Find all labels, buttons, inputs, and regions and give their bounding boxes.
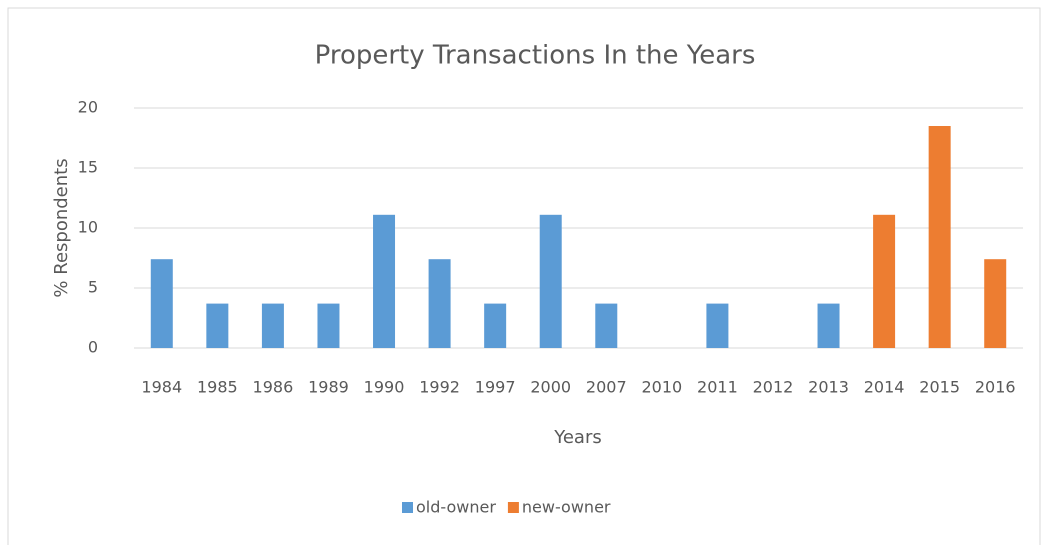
x-tick-label: 2007 [586, 378, 627, 397]
x-tick-label: 1984 [141, 378, 182, 397]
x-tick-label: 1997 [475, 378, 516, 397]
bar [817, 303, 840, 348]
bar [928, 126, 951, 348]
y-tick-label: 15 [78, 158, 98, 177]
x-tick-label: 2010 [641, 378, 682, 397]
chart-area [7, 7, 1041, 545]
x-tick-label: 1989 [308, 378, 349, 397]
y-tick-label: 10 [78, 218, 98, 237]
x-tick-label: 2011 [697, 378, 738, 397]
x-tick-label: 2015 [919, 378, 960, 397]
x-tick-label: 1990 [364, 378, 405, 397]
x-axis-label: Years [553, 427, 602, 448]
bar [317, 303, 340, 348]
legend-swatch [402, 502, 413, 513]
chart-title: Property Transactions In the Years [315, 41, 756, 71]
legend-label: new-owner [522, 498, 611, 517]
y-axis-label: % Respondents [51, 158, 72, 297]
x-tick-label: 2013 [808, 378, 849, 397]
x-tick-label: 2016 [975, 378, 1016, 397]
y-tick-label: 0 [88, 338, 98, 357]
bar [428, 259, 451, 348]
x-tick-label: 2012 [753, 378, 794, 397]
bar [706, 303, 729, 348]
y-tick-label: 5 [88, 278, 98, 297]
bar [373, 214, 396, 348]
bar [150, 259, 173, 348]
x-tick-label: 1985 [197, 378, 238, 397]
bar [484, 303, 507, 348]
x-tick-label: 2000 [530, 378, 571, 397]
bar [261, 303, 284, 348]
bar [984, 259, 1007, 348]
x-tick-label: 1992 [419, 378, 460, 397]
bar [539, 214, 562, 348]
x-tick-label: 1986 [253, 378, 294, 397]
y-tick-label: 20 [78, 98, 98, 117]
x-tick-label: 2014 [864, 378, 905, 397]
bar [873, 214, 896, 348]
legend-label: old-owner [416, 498, 496, 517]
bar [595, 303, 618, 348]
bar [206, 303, 229, 348]
legend-swatch [507, 502, 519, 513]
